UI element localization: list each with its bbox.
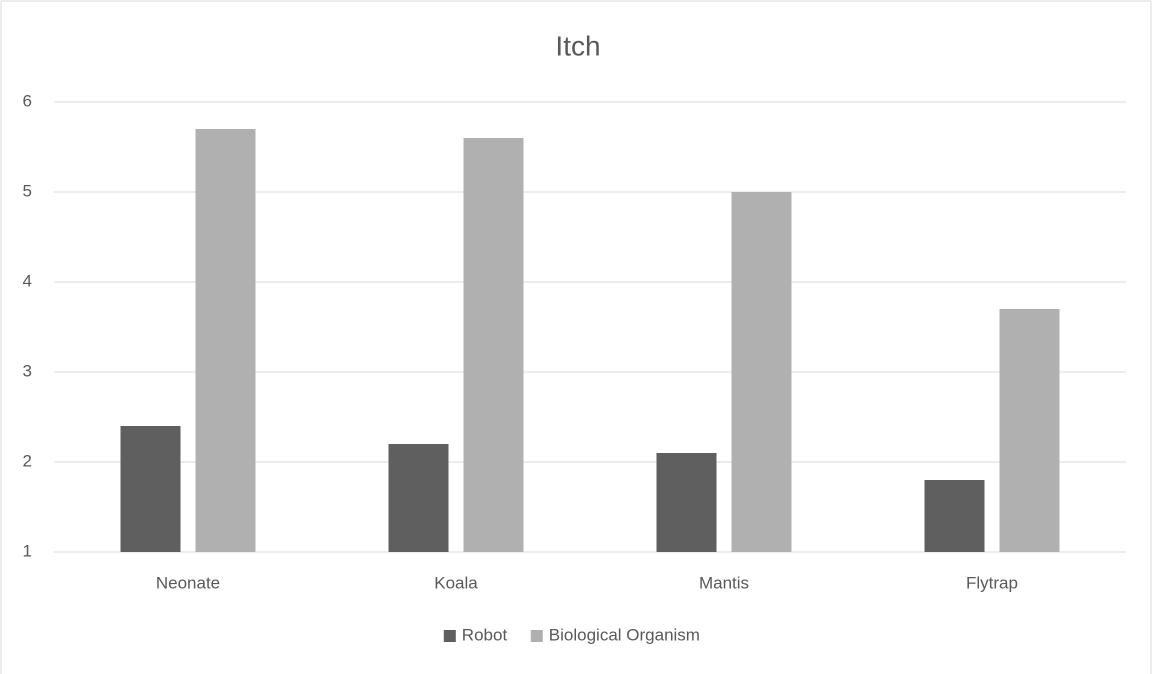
x-tick-label: Mantis	[699, 573, 749, 592]
bar	[924, 480, 985, 552]
legend-label: Biological Organism	[549, 625, 700, 644]
bar	[463, 138, 524, 552]
y-tick-label: 1	[23, 541, 32, 560]
bar	[120, 426, 181, 552]
chart-title: Itch	[555, 30, 600, 61]
y-tick-label: 6	[23, 91, 32, 110]
y-tick-label: 4	[23, 271, 32, 290]
bar	[195, 129, 256, 552]
x-tick-label: Neonate	[156, 573, 220, 592]
legend-swatch	[443, 630, 456, 642]
legend-label: Robot	[462, 625, 508, 644]
y-tick-label: 3	[23, 361, 32, 380]
bar	[656, 453, 717, 552]
y-tick-label: 2	[23, 451, 32, 470]
bar	[731, 192, 792, 552]
legend-swatch	[530, 630, 543, 642]
x-tick-label: Koala	[434, 573, 478, 592]
bar	[999, 309, 1060, 552]
y-tick-label: 5	[23, 181, 32, 200]
x-tick-label: Flytrap	[966, 573, 1018, 592]
bar	[388, 444, 449, 552]
